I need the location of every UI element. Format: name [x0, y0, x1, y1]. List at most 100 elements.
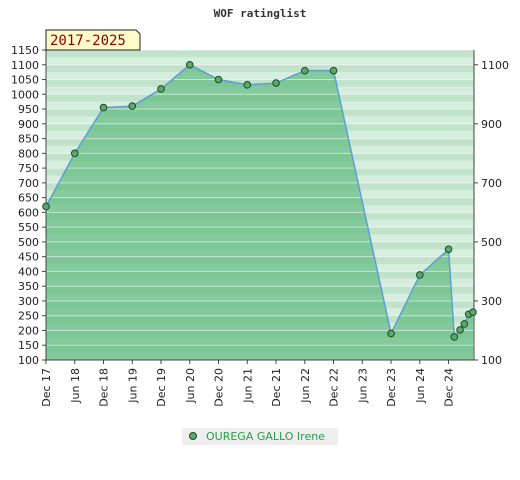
x-tick-label: Jun 20 — [184, 368, 197, 404]
background-band — [46, 57, 474, 65]
area-band — [46, 197, 474, 205]
x-tick-label: Dec 24 — [443, 368, 456, 407]
data-point[interactable] — [185, 60, 194, 69]
x-tick-label: Dec 17 — [40, 368, 53, 407]
left-tick-label: 800 — [18, 147, 39, 160]
x-tick-label: Dec 20 — [213, 368, 226, 407]
area-band — [46, 153, 474, 161]
area-layer — [46, 50, 474, 360]
left-tick-label: 300 — [18, 295, 39, 308]
right-axis-ticks: 100 300 500 700 900 1100 — [474, 59, 509, 367]
x-tick-label: Jun 24 — [414, 368, 427, 404]
left-axis-ticks: 1001502002503003504004505005506006507007… — [11, 44, 46, 367]
area-band — [46, 182, 474, 191]
area-band — [46, 256, 474, 265]
left-tick-label: 500 — [18, 236, 39, 249]
left-tick-label: 1050 — [11, 74, 39, 87]
data-point[interactable] — [387, 329, 395, 338]
left-tick-label: 450 — [18, 251, 39, 264]
data-point[interactable] — [70, 149, 79, 158]
background-band — [46, 50, 474, 58]
data-point[interactable] — [329, 66, 338, 75]
x-tick-label: Dec 18 — [98, 368, 111, 407]
legend[interactable]: OUREGA GALLO Irene — [182, 428, 338, 445]
area-band — [46, 271, 474, 279]
left-tick-label: 350 — [18, 280, 39, 293]
x-tick-label: Jun 21 — [241, 368, 254, 404]
left-tick-label: 250 — [18, 310, 39, 323]
left-tick-label: 700 — [18, 177, 39, 190]
left-tick-label: 150 — [18, 339, 39, 352]
left-tick-label: 650 — [18, 192, 39, 205]
area-band — [46, 79, 474, 87]
area-band — [46, 286, 474, 294]
area-band — [46, 227, 474, 235]
left-tick-label: 1000 — [11, 88, 39, 101]
x-tick-label: Dec 21 — [270, 368, 283, 407]
area-band — [46, 138, 474, 146]
left-tick-label: 1150 — [11, 44, 39, 57]
left-tick-label: 550 — [18, 221, 39, 234]
series-markers — [42, 60, 477, 341]
right-tick-label: 700 — [481, 177, 502, 190]
x-axis-ticks: Dec 17 Jun 18 Dec 18 Jun 19 Dec 19 Jun 20 Dec … — [40, 360, 456, 407]
left-tick-label: 400 — [18, 265, 39, 278]
x-tick-label: Jun 18 — [69, 368, 82, 404]
data-point[interactable] — [450, 333, 459, 341]
background-band — [46, 72, 474, 80]
left-tick-label: 600 — [18, 206, 39, 219]
background-band — [46, 79, 474, 87]
legend-box — [182, 428, 338, 445]
area-band — [46, 168, 474, 176]
chart-title: WOF ratinglist — [214, 7, 307, 20]
right-tick-label: 300 — [481, 295, 502, 308]
data-point[interactable] — [214, 75, 223, 84]
left-tick-label: 900 — [18, 118, 39, 131]
area-band — [46, 94, 474, 102]
background-band — [46, 64, 474, 73]
data-point[interactable] — [416, 271, 424, 279]
x-tick-label: Dec 22 — [328, 368, 341, 407]
area-band — [46, 330, 474, 338]
data-point[interactable] — [460, 320, 469, 328]
left-tick-label: 1100 — [11, 59, 39, 72]
grid-lines — [46, 49, 474, 361]
left-tick-label: 750 — [18, 162, 39, 175]
area-band — [46, 345, 474, 353]
x-tick-label: Dec 19 — [155, 368, 168, 407]
area-band — [46, 64, 474, 73]
area-band — [46, 241, 474, 250]
area-band — [46, 300, 474, 309]
area-band — [46, 109, 474, 117]
area-band — [46, 123, 474, 132]
data-point[interactable] — [99, 103, 108, 112]
data-point[interactable] — [444, 245, 453, 254]
data-point[interactable] — [243, 81, 252, 89]
legend-series-name: OUREGA GALLO Irene — [206, 430, 325, 443]
area-band — [46, 315, 474, 324]
x-tick-label: Jun 19 — [126, 368, 139, 404]
data-point[interactable] — [300, 66, 309, 75]
period-badge-text: 2017-2025 — [50, 33, 126, 49]
period-badge: 2017-2025 — [45, 29, 141, 51]
right-tick-label: 900 — [481, 118, 502, 131]
right-tick-label: 1100 — [481, 59, 509, 72]
right-tick-label: 500 — [481, 236, 502, 249]
left-tick-label: 200 — [18, 324, 39, 337]
data-point[interactable] — [128, 102, 137, 110]
right-tick-label: 100 — [481, 354, 502, 367]
data-point[interactable] — [42, 202, 50, 211]
area-band — [46, 212, 474, 220]
left-tick-label: 100 — [18, 354, 39, 367]
area-band — [46, 50, 474, 58]
x-tick-label: Jun 23 — [356, 368, 369, 404]
x-tick-label: Jun 22 — [299, 368, 312, 404]
left-tick-label: 950 — [18, 103, 39, 116]
data-point[interactable] — [456, 326, 464, 334]
data-point[interactable] — [469, 308, 477, 316]
data-point[interactable] — [157, 85, 165, 93]
left-tick-label: 850 — [18, 133, 39, 146]
x-tick-label: Dec 23 — [385, 368, 398, 407]
data-point[interactable] — [272, 79, 280, 87]
